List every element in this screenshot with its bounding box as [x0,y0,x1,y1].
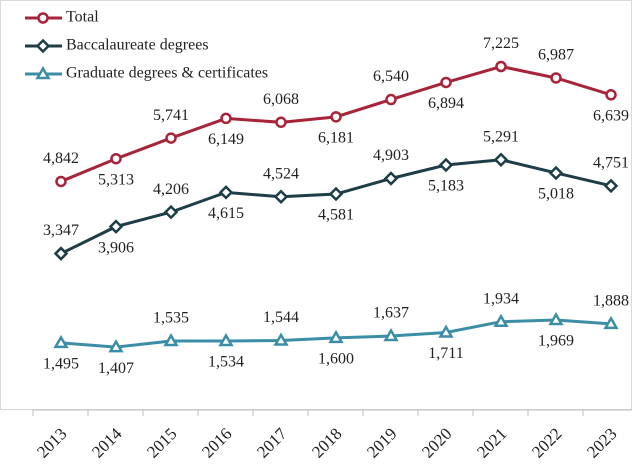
x-tick-label: 2017 [253,424,291,462]
data-point [548,165,564,181]
data-point [53,334,69,349]
data-label: 6,149 [208,131,244,148]
data-point [163,332,179,347]
data-point [55,175,67,188]
data-label: 4,581 [318,207,354,224]
data-point [548,312,564,326]
data-point [328,186,344,202]
data-label: 5,313 [98,171,134,188]
data-label: 1,888 [593,293,629,310]
data-label: 5,018 [538,186,574,203]
data-point [275,116,287,129]
data-point [218,333,234,347]
x-tick-label: 2016 [198,424,235,461]
data-label: 1,934 [483,290,519,307]
data-label: 6,540 [373,68,409,85]
data-label: 3,347 [43,222,79,239]
x-tick-label: 2019 [363,424,400,461]
x-tick-label: 2020 [418,424,455,461]
data-label: 1,637 [373,305,409,322]
data-label: 4,524 [263,165,299,182]
data-point [495,60,507,73]
x-tick-label: 2013 [33,424,70,461]
data-point [603,315,619,330]
data-label: 4,842 [43,150,79,167]
data-label: 1,535 [153,310,189,327]
data-label: 5,741 [153,107,189,124]
series-line [60,64,612,183]
data-label: 1,495 [43,356,79,373]
data-point [603,178,619,194]
x-tick-label: 2018 [308,424,345,461]
data-point [605,89,617,101]
data-label: 1,600 [318,350,354,367]
data-label: 4,751 [593,155,629,172]
data-point [218,185,234,200]
data-label: 4,206 [153,181,189,198]
data-label: 6,639 [593,107,629,124]
data-point [440,76,452,89]
data-point [165,132,177,144]
x-tick-label: 2023 [583,424,620,461]
legend-label: Baccalaureate degrees [66,37,209,54]
data-point [273,189,289,205]
data-label: 6,181 [318,130,354,147]
data-label: 5,183 [428,178,464,195]
data-label: 1,969 [538,333,574,350]
data-point [493,152,509,168]
x-tick-label: 2021 [473,424,510,461]
data-point [328,329,344,344]
data-label: 4,615 [208,205,244,222]
data-point [438,157,454,173]
data-label: 6,068 [263,91,299,108]
data-point [438,324,454,338]
data-point [220,112,232,125]
data-point [493,313,509,327]
data-point [550,72,562,84]
data-point [383,171,399,186]
data-point [53,246,69,261]
data-label: 5,291 [483,128,519,145]
data-point [330,111,342,123]
legend-marker [35,38,51,54]
data-point [385,93,397,106]
legend-marker [35,66,51,80]
data-label: 6,894 [428,95,464,112]
data-point [383,328,399,342]
x-tick-label: 2014 [88,424,126,462]
data-label: 3,906 [98,239,134,256]
data-label: 4,903 [373,147,409,164]
data-point [110,152,122,165]
x-tick-label: 2015 [143,424,180,461]
data-point [108,339,124,353]
legend-label: Total [66,9,99,26]
data-label: 1,407 [98,360,134,377]
data-point [108,219,124,234]
x-tick-label: 2022 [528,424,565,461]
data-label: 1,544 [263,309,299,326]
legend-label: Graduate degrees & certificates [66,65,268,82]
data-label: 6,987 [538,47,574,64]
data-label: 1,711 [428,345,463,362]
data-label: 1,534 [208,354,244,371]
data-point [163,204,179,220]
legend-marker [37,12,49,24]
data-point [273,332,289,346]
plot-frame [0,0,632,410]
data-label: 7,225 [483,35,519,52]
